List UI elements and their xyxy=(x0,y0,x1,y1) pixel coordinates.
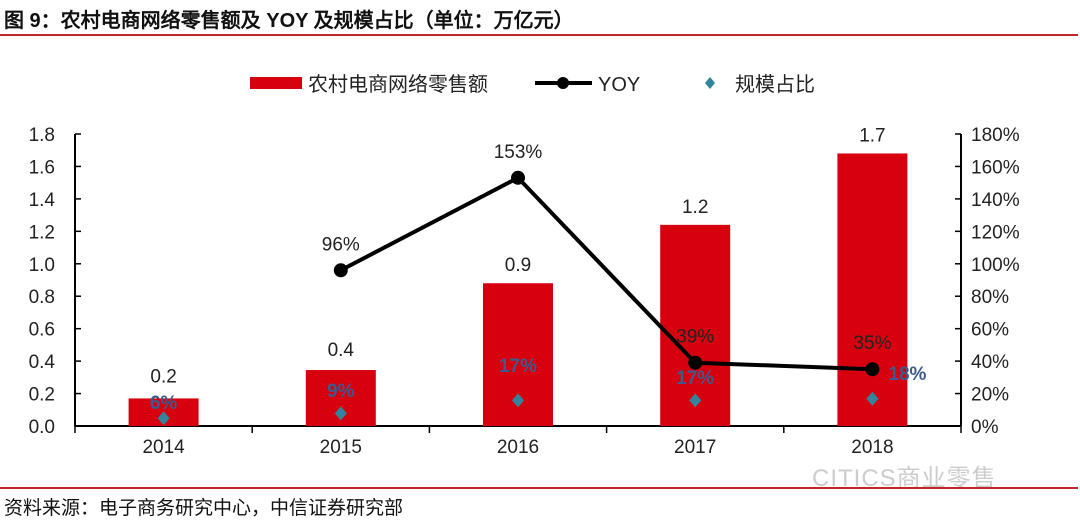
left-tick-label: 0.4 xyxy=(29,352,56,373)
yoy-marker xyxy=(688,355,703,370)
left-tick-label: 0.6 xyxy=(29,320,55,341)
right-tick-label: 120% xyxy=(971,222,1020,243)
yoy-line xyxy=(339,175,873,372)
left-tick-label: 1.4 xyxy=(29,190,56,211)
share-label: 9% xyxy=(327,381,355,402)
bar-label: 0.4 xyxy=(328,340,355,361)
legend-diamond-label: 规模占比 xyxy=(735,73,815,96)
share-label: 17% xyxy=(676,368,714,389)
yoy-label: 35% xyxy=(853,333,891,354)
legend-diamond-swatch xyxy=(705,77,715,89)
yoy-marker xyxy=(333,263,348,278)
legend-bar-label: 农村电商网络零售额 xyxy=(308,73,488,96)
legend-bar-swatch xyxy=(250,77,302,89)
bar-label: 1.2 xyxy=(682,197,708,218)
share-marker xyxy=(689,393,702,408)
share-marker xyxy=(866,391,879,406)
bar xyxy=(660,224,731,426)
yoy-marker xyxy=(865,362,880,377)
yoy-marker xyxy=(511,170,525,185)
right-tick-label: 40% xyxy=(971,352,1009,373)
x-tick-label: 2017 xyxy=(674,437,716,458)
bar-label: 1.7 xyxy=(859,125,885,146)
yoy-label: 39% xyxy=(676,327,714,348)
left-tick-label: 1.0 xyxy=(29,255,55,276)
source-note: 资料来源：电子商务研究中心，中信证券研究部 xyxy=(4,498,404,519)
right-tick-label: 80% xyxy=(971,287,1009,308)
left-tick-label: 0.2 xyxy=(29,385,55,406)
right-tick-label: 100% xyxy=(971,255,1020,276)
bar-label: 0.9 xyxy=(505,255,531,276)
legend-line-label: YOY xyxy=(598,74,640,96)
x-tick-label: 2014 xyxy=(142,437,185,458)
share-marker xyxy=(512,393,524,408)
yoy-label: 153% xyxy=(494,142,543,163)
share-marker xyxy=(334,406,347,421)
x-tick-label: 2018 xyxy=(851,437,893,458)
left-tick-label: 0.8 xyxy=(29,287,55,308)
right-tick-label: 160% xyxy=(971,157,1020,178)
right-tick-label: 0% xyxy=(971,417,999,438)
share-label: 18% xyxy=(888,364,926,385)
right-tick-label: 20% xyxy=(971,385,1009,406)
left-tick-label: 1.8 xyxy=(29,125,55,146)
share-marker xyxy=(157,411,170,426)
right-tick-label: 60% xyxy=(971,320,1009,341)
title-rule xyxy=(0,34,1078,36)
x-tick-label: 2015 xyxy=(320,437,362,458)
share-label: 17% xyxy=(499,356,537,377)
x-tick-label: 2016 xyxy=(497,437,539,458)
right-tick-label: 140% xyxy=(971,190,1020,211)
bar-label: 0.2 xyxy=(150,366,176,387)
share-label: 6% xyxy=(150,393,178,414)
left-tick-label: 1.2 xyxy=(29,222,55,243)
legend-line-marker xyxy=(557,77,569,89)
left-tick-label: 1.6 xyxy=(29,157,55,178)
bar xyxy=(837,153,908,426)
right-tick-label: 180% xyxy=(971,125,1020,146)
source-rule xyxy=(0,487,1078,489)
yoy-label: 96% xyxy=(322,234,360,255)
figure-title: 图 9：农村电商网络零售额及 YOY 及规模占比（单位：万亿元） xyxy=(4,10,574,32)
left-tick-label: 0.0 xyxy=(29,417,55,438)
